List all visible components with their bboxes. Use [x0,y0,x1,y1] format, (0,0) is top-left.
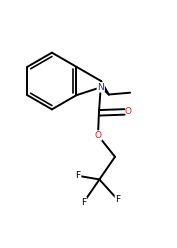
Text: O: O [95,131,101,140]
Text: F: F [76,171,81,180]
Text: N: N [97,83,104,92]
Text: O: O [125,107,132,116]
Text: F: F [115,195,120,204]
Text: F: F [81,198,86,207]
